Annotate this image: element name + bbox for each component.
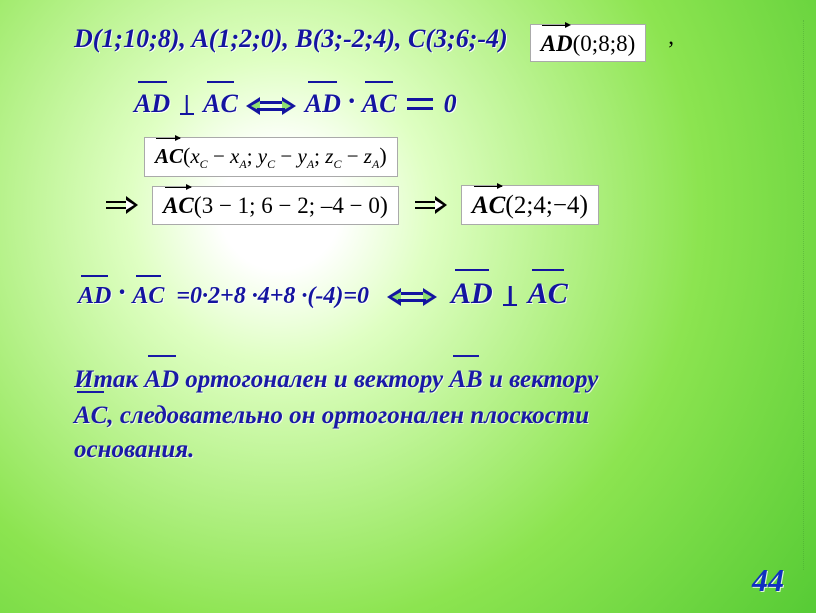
equals-bars-1 — [407, 98, 433, 110]
dot-calc: =0·2+8 ·4+8 ·(-4)=0 — [176, 283, 369, 309]
dot-2: · — [111, 277, 132, 308]
conc-p1: Итак — [74, 366, 144, 393]
vec-ac-conc: AC — [74, 397, 107, 433]
ad-vector-value: (0;8;8) — [573, 31, 636, 56]
iff-arrow-1 — [248, 96, 294, 116]
conc-p3: и вектору — [483, 366, 599, 393]
perp-symbol-2 — [503, 286, 517, 306]
dotproduct-line: AD · AC =0·2+8 ·4+8 ·(-4)=0 AD AC — [78, 275, 774, 311]
imply-1 — [104, 196, 138, 214]
ac-label-generic: AC — [155, 142, 183, 169]
ac-label-numeric: AC — [163, 191, 194, 219]
iff-arrow-2 — [389, 287, 435, 307]
page-number: 44 — [752, 562, 784, 599]
conc-p4: , следовательно он ортогонален плоскости… — [74, 402, 589, 463]
perp-symbol-1 — [180, 95, 194, 115]
points-line: D(1;10;8), A(1;2;0), B(3;-2;4), C(3;6;-4… — [74, 24, 508, 54]
slide-content: D(1;10;8), A(1;2;0), B(3;-2;4), C(3;6;-4… — [74, 10, 774, 466]
ad-value-box: AD(0;8;8) — [530, 24, 647, 62]
dot-1: · — [341, 86, 362, 117]
comma-after-box: , — [668, 24, 674, 50]
right-dotted-border — [791, 20, 804, 570]
ac-formula-row2: AC(3 − 1; 6 − 2; –4 − 0) AC(2;4;−4) — [104, 185, 774, 225]
vec-ad-3: AD — [78, 281, 111, 310]
ac-formula-row1: AC(xC − xA; yC − yA; zC − zA) — [144, 137, 774, 177]
vec-ad-2: AD — [305, 87, 341, 119]
ad-vector-label: AD — [541, 29, 573, 57]
vec-ac-2: AC — [362, 87, 397, 119]
ac-generic-box: AC(xC − xA; yC − yA; zC − zA) — [144, 137, 398, 177]
vec-ac-3: AC — [132, 281, 164, 310]
conclusion-block: Итак AD ортогонален и вектору AB и векто… — [74, 361, 714, 466]
conc-p2: ортогонален и вектору — [179, 366, 449, 393]
vec-ad-conc: AD — [144, 361, 179, 397]
ac-result-box: AC(2;4;−4) — [461, 185, 599, 225]
vec-ad-4: AD — [451, 275, 493, 311]
zero: 0 — [444, 89, 457, 118]
vec-ac-1: AC — [203, 87, 238, 119]
imply-2 — [413, 196, 447, 214]
vec-ab-conc: AB — [449, 361, 482, 397]
top-row: D(1;10;8), A(1;2;0), B(3;-2;4), C(3;6;-4… — [74, 24, 774, 62]
vec-ac-4: AC — [528, 275, 568, 311]
perp-iff-line: AD AC AD · AC 0 — [134, 86, 774, 119]
vec-ad-1: AD — [134, 87, 170, 119]
ac-numeric-box: AC(3 − 1; 6 − 2; –4 − 0) — [152, 186, 399, 225]
ac-label-result: AC — [472, 190, 505, 220]
